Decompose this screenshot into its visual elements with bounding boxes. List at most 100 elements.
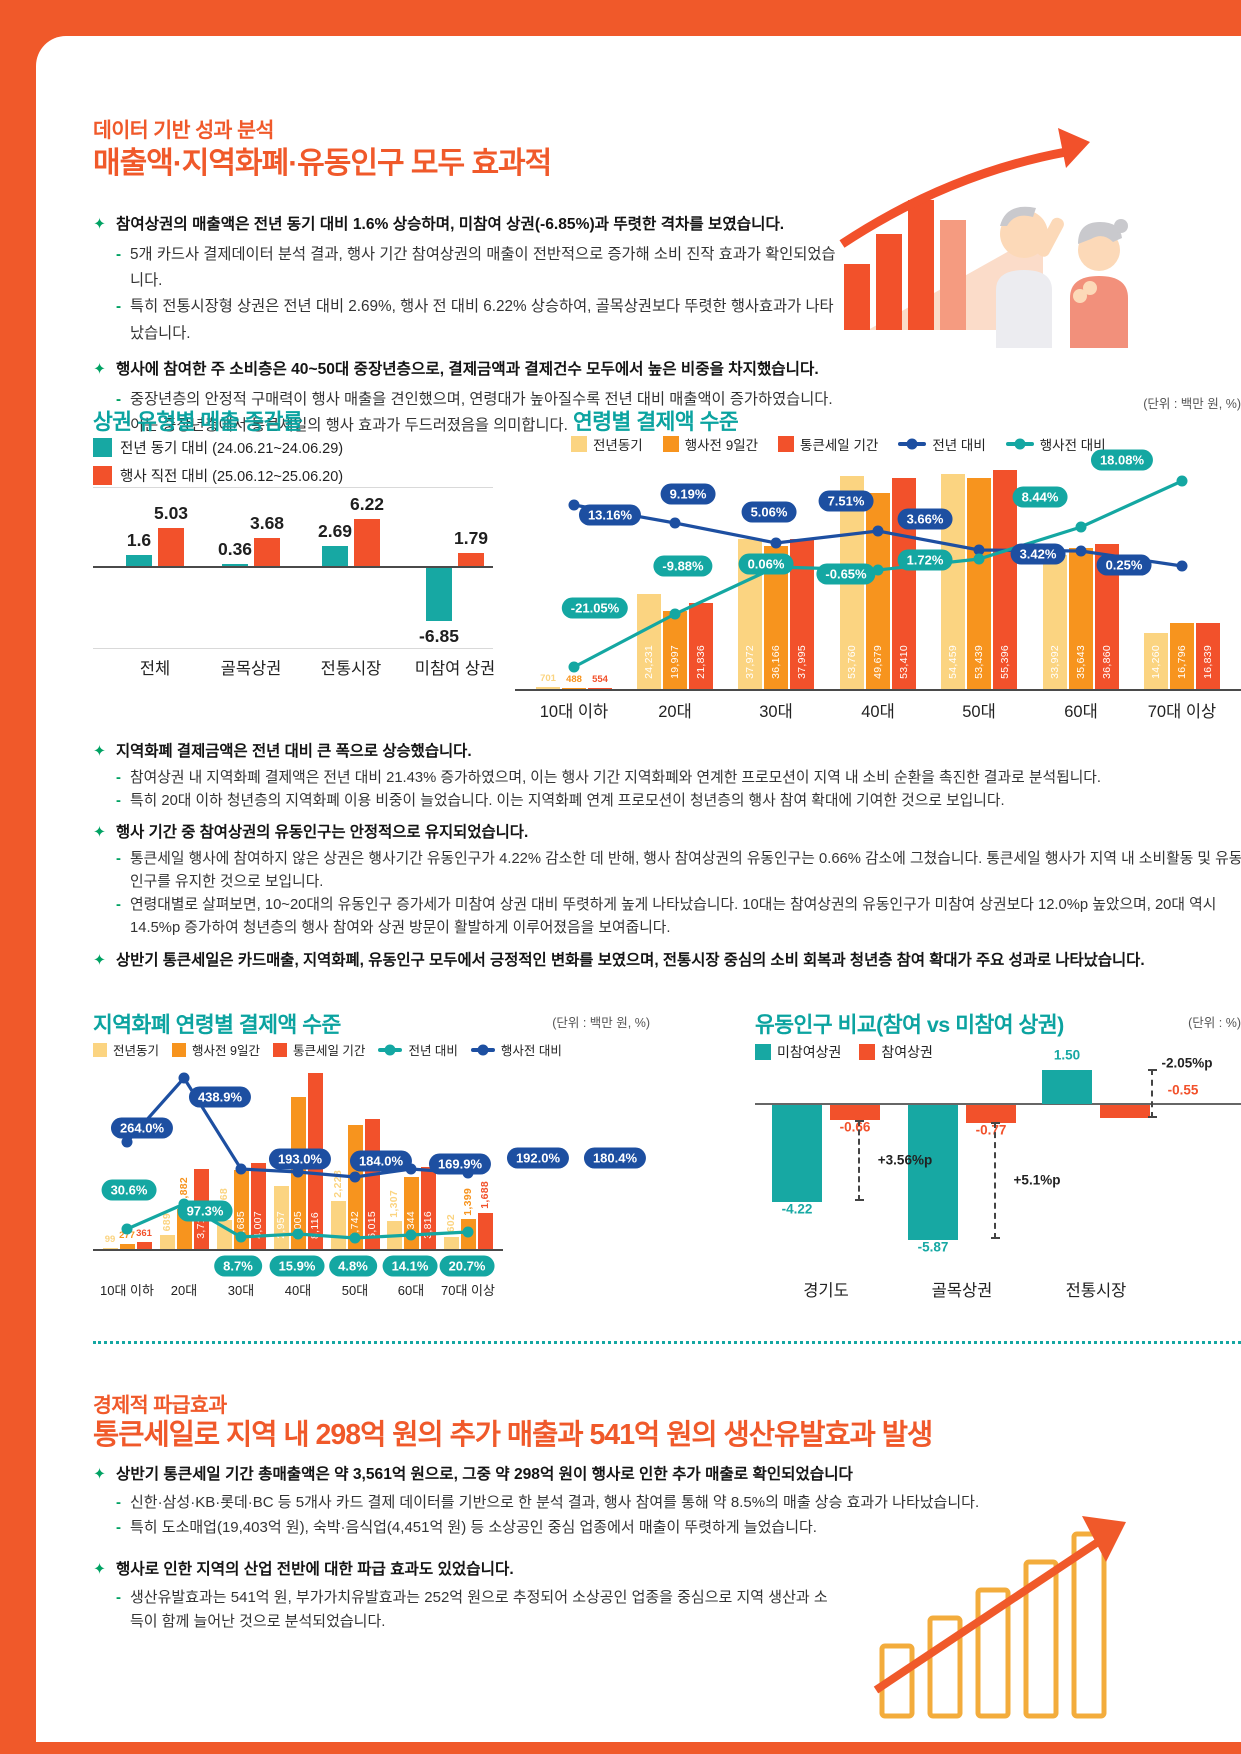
- bullet-sub: - 생산유발효과는 541억 원, 부가가치유발효과는 252억 원으로 추정되어…: [93, 1586, 830, 1636]
- chart-foot-traffic-comparison: 유동인구 비교(참여 vs 미참여 상권) (단위 : %) 미참여상권 참여상…: [755, 1008, 1241, 1308]
- section1-bullets: ✦ 참여상권의 매출액은 전년 동기 대비 1.6% 상승하며, 미참여 상권(-…: [93, 212, 845, 449]
- bar: [637, 593, 661, 690]
- growth-arrow-icon: [873, 1538, 1101, 1694]
- category-label: 20대: [170, 1283, 198, 1298]
- orange-swatch-icon: [662, 436, 679, 452]
- line-dot: [669, 608, 681, 620]
- bullet-main: ✦ 참여상권의 매출액은 전년 동기 대비 1.6% 상승하며, 미참여 상권(-…: [93, 212, 845, 239]
- bar: [458, 553, 484, 567]
- dash-bullet-icon: -: [116, 793, 121, 810]
- bar: [1043, 555, 1067, 690]
- bar-value-label: -0.77: [975, 1122, 1007, 1138]
- bar-value-label: -5.87: [917, 1239, 949, 1255]
- dash-bullet-icon: -: [116, 897, 121, 914]
- bullet-main: ✦ 행사에 참여한 주 소비층은 40~50대 중장년층으로, 결제금액과 결제건…: [93, 357, 845, 384]
- line-value-badge: 0.25%: [1096, 554, 1152, 576]
- bar: [322, 546, 348, 567]
- bullet-item: ✦ 행사로 인한 지역의 산업 전반에 대한 파급 효과도 있었습니다. - 생산유…: [93, 1557, 1113, 1636]
- category-label: 70대 이상: [441, 1283, 495, 1298]
- teal-line-marker-icon: [378, 1047, 403, 1052]
- bar: [1144, 633, 1168, 690]
- elderly-couple-growth-illustration: [839, 128, 1128, 348]
- bar-value-label: 361: [136, 1228, 152, 1240]
- bar-value-label: 5.03: [153, 503, 189, 524]
- dash-bullet-icon: -: [116, 1518, 121, 1536]
- bar-value-label: 6.22: [349, 493, 385, 514]
- legend-item: 전년 대비: [898, 434, 986, 454]
- bar: [233, 1169, 249, 1250]
- category-label: 60대: [397, 1283, 425, 1298]
- bullet-sub: -5개 카드사 결제데이터 분석 결과, 행사 기간 참여상권의 매출이 전반적…: [93, 242, 845, 295]
- line-dot: [292, 1228, 304, 1240]
- legend-item: 미참여상권: [755, 1042, 841, 1062]
- growth-bars-arrow-illustration: [873, 1516, 1126, 1719]
- line-value-badge: 264.0%: [110, 1117, 174, 1139]
- page-border-bottom: [0, 1742, 1241, 1754]
- legend-item: 전년동기: [93, 1040, 159, 1059]
- category-label: 전통시장: [320, 660, 382, 678]
- bar-value-label: 0.36: [217, 539, 253, 560]
- chart-sales-change-by-district-type: 상권 유형별 매출 증감률 전년 동기 대비 (24.06.21~24.06.2…: [93, 405, 495, 690]
- chart1-title: 상권 유형별 매출 증감률: [93, 410, 303, 434]
- line-value-badge: 1.72%: [897, 549, 953, 571]
- line-value-badge: 3.66%: [897, 508, 953, 530]
- legend-item: 행사전 대비: [470, 1040, 562, 1059]
- elderly-woman-figure: [1070, 219, 1128, 348]
- line-dot: [178, 1072, 190, 1084]
- gridline: [93, 486, 493, 488]
- diamond-bullet-icon: ✦: [93, 1466, 107, 1483]
- bar: [966, 1105, 1016, 1123]
- gap-bracket: [991, 1122, 1000, 1239]
- legend-label: 행사 직전 대비 (25.06.12~25.06.20): [120, 469, 344, 485]
- line-value-badge: 0.06%: [738, 553, 794, 575]
- diamond-bullet-icon: ✦: [93, 216, 107, 233]
- bar: [993, 470, 1017, 690]
- line-value-badge: 193.0%: [268, 1148, 332, 1170]
- bullet-sub: - 통큰세일 행사에 참여하지 않은 상권은 행사기간 유동인구가 4.22% 감…: [93, 848, 1241, 894]
- orange-swatch-icon: [172, 1042, 187, 1057]
- blue-line-marker-icon: [898, 442, 927, 446]
- gap-bracket: [1148, 1069, 1157, 1118]
- bar: [663, 610, 687, 690]
- yellow-swatch-icon: [571, 436, 587, 452]
- bar: [254, 538, 280, 567]
- bar: [126, 554, 152, 567]
- line-value-badge: -9.88%: [653, 555, 713, 577]
- diamond-bullet-icon: ✦: [93, 361, 107, 378]
- bar-value-label: 1.6: [126, 529, 152, 550]
- bar-value-label: 488: [566, 674, 582, 685]
- line-dot: [235, 1231, 247, 1243]
- line-value-badge: 180.4%: [583, 1147, 647, 1169]
- category-label: 50대: [341, 1283, 369, 1298]
- bar-value-label: -6.85: [419, 626, 459, 647]
- bar: [222, 564, 248, 567]
- red-swatch-icon: [859, 1044, 876, 1060]
- line-value-badge: 14.1%: [382, 1255, 438, 1277]
- bullet-item: ✦ 행사 기간 중 참여상권의 유동인구는 안정적으로 유지되었습니다. - 통큰세…: [93, 821, 1241, 940]
- bullet-item: ✦ 상반기 통큰세일 기간 총매출액은 약 3,561억 원으로, 그중 약 29…: [93, 1462, 1113, 1541]
- gap-annotation: -2.05%p: [1161, 1055, 1213, 1071]
- category-label: 골목상권: [220, 660, 282, 678]
- line-value-badge: -21.05%: [561, 597, 629, 619]
- bullet-sub: - 참여상권 내 지역화폐 결제액은 전년 대비 21.43% 증가하였으며, 이…: [93, 767, 1241, 790]
- line-value-badge: 5.06%: [741, 501, 797, 523]
- gridline: [755, 1103, 1241, 1105]
- trend-lines: [121, 1072, 474, 1244]
- bar-value-label: -0.66: [839, 1119, 871, 1135]
- dash-bullet-icon: -: [116, 390, 122, 408]
- bar-value-label: -4.22: [781, 1201, 813, 1217]
- category-label: 70대 이상: [1147, 703, 1217, 721]
- line-dot: [973, 544, 985, 556]
- gridline: [93, 1249, 503, 1251]
- line-value-badge: 97.3%: [177, 1200, 233, 1222]
- bar: [159, 1234, 175, 1250]
- line-dot: [121, 1223, 133, 1235]
- bar: [136, 1242, 152, 1250]
- category-label: 경기도: [803, 1282, 849, 1300]
- line-value-badge: 3.42%: [1010, 543, 1066, 565]
- legend-item: 전년 동기 대비 (24.06.21~24.06.29): [93, 437, 343, 458]
- bar-value-label: 2.69: [317, 521, 353, 542]
- chart4-plot: 경기도 골목상권 전통시장 -4.22 -5.87 1.50 -0.66 -0.77 -0.55…: [755, 1008, 1241, 1308]
- mid-bullets: ✦ 지역화폐 결제금액은 전년 대비 큰 폭으로 상승했습니다. - 참여상권 내 …: [93, 740, 1241, 981]
- chart3-legend: 전년동기 행사전 9일간 통큰세일 기간 전년 대비 행사전 대비: [93, 1040, 562, 1059]
